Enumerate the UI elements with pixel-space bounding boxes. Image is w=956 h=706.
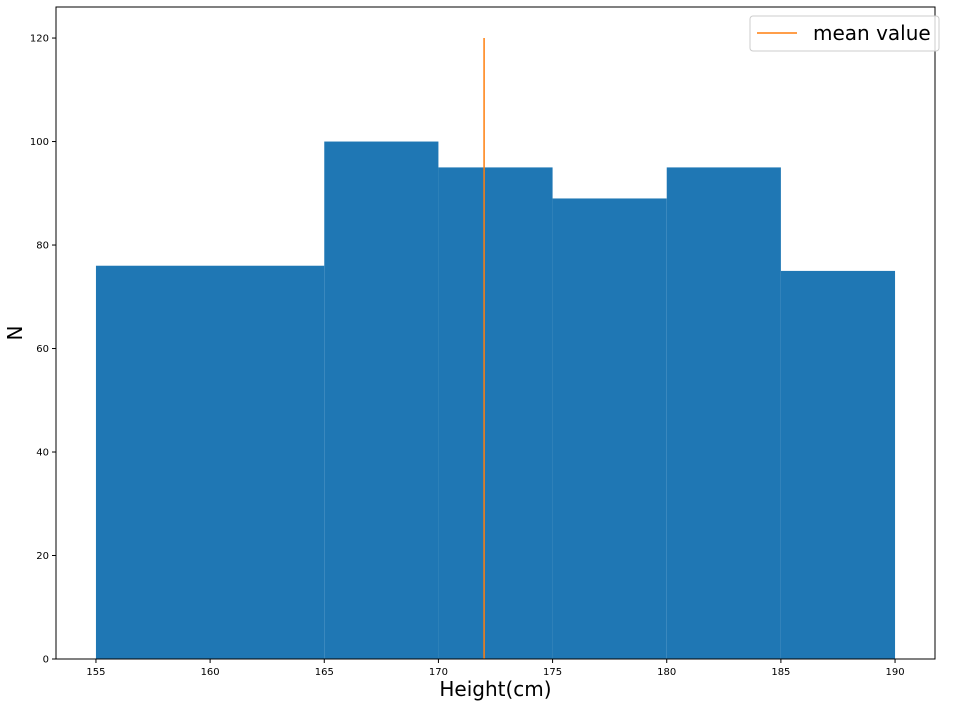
histogram-bar-180-185 (666, 167, 781, 659)
y-tick-label: 20 (36, 551, 49, 562)
histogram-bar-185-190 (780, 270, 896, 659)
x-axis-ticks: 155 160 165 170 175 180 185 190 (86, 659, 905, 678)
histogram-bar-155-165 (95, 265, 325, 659)
x-tick-label: 170 (429, 667, 448, 678)
axes-frame (55, 6, 936, 660)
y-tick-label: 40 (36, 448, 49, 459)
y-tick-label: 120 (30, 34, 49, 45)
y-axis-ticks: 0 20 40 60 80 100 120 (30, 34, 56, 666)
y-tick-label: 60 (36, 344, 49, 355)
y-tick-label: 0 (43, 655, 49, 666)
x-tick-label: 190 (885, 667, 904, 678)
x-axis-label: Height(cm) (439, 677, 551, 701)
legend-box (749, 15, 940, 52)
y-axis-label: N (3, 326, 27, 341)
y-tick-label: 100 (30, 137, 49, 148)
x-tick-label: 180 (657, 667, 676, 678)
x-tick-label: 165 (315, 667, 334, 678)
y-tick-label: 80 (36, 241, 49, 252)
histogram-bars (95, 141, 896, 660)
histogram-bar-165-170 (324, 141, 439, 660)
legend-label-mean-value: mean value (813, 21, 931, 45)
histogram-bar-170-175 (438, 167, 553, 659)
histogram-bar-175-180 (552, 198, 667, 659)
x-tick-label: 175 (543, 667, 562, 678)
x-tick-label: 160 (201, 667, 220, 678)
x-tick-label: 155 (86, 667, 105, 678)
legend: mean value (749, 15, 940, 52)
x-tick-label: 185 (771, 667, 790, 678)
